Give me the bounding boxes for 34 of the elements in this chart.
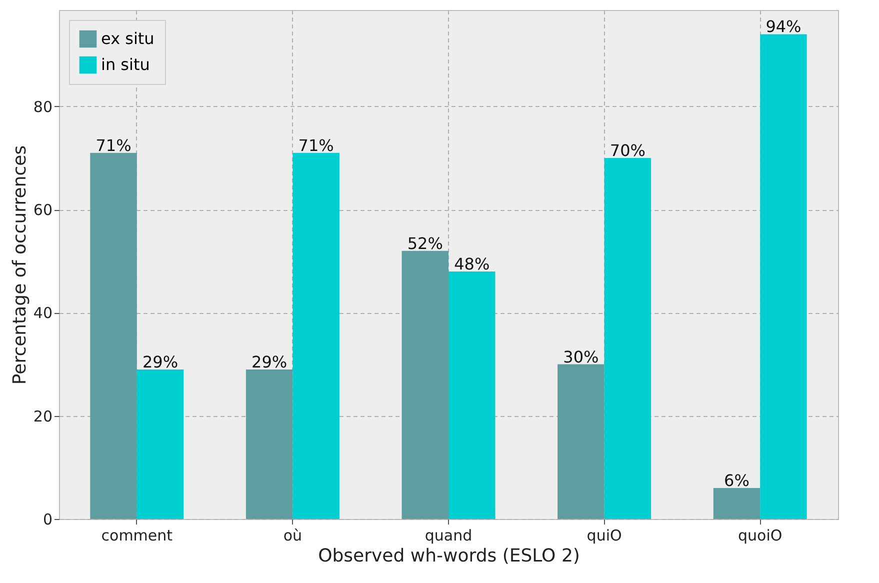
data-label: 30% [563, 347, 599, 366]
bar [604, 158, 652, 519]
bar [558, 364, 604, 519]
y-tick-label: 60 [33, 201, 52, 220]
bar [760, 34, 807, 519]
legend-label: ex situ [101, 29, 154, 48]
data-label: 29% [252, 352, 288, 372]
data-label: 70% [610, 141, 646, 160]
data-label: 29% [142, 352, 178, 372]
x-tick-label: quoiO [738, 526, 782, 544]
y-tick-label: 20 [33, 407, 52, 426]
x-tick-label: quand [424, 526, 472, 544]
bar [448, 271, 496, 519]
bar [713, 488, 760, 519]
data-label: 71% [298, 136, 334, 155]
y-tick-label: 40 [33, 304, 52, 322]
bar [246, 369, 293, 519]
x-tick-label: quiO [586, 526, 622, 544]
bar [136, 369, 184, 519]
y-axis-title: Percentage of occurrences [9, 145, 30, 385]
legend-label: in situ [101, 55, 150, 74]
data-label: 71% [96, 136, 132, 155]
data-label: 48% [454, 254, 490, 274]
x-axis-title: Observed wh-words (ESLO 2) [318, 546, 580, 566]
bar [402, 250, 448, 519]
bar [90, 152, 137, 519]
y-tick-label: 0 [42, 510, 52, 528]
data-label: 6% [724, 471, 750, 490]
x-tick-label: où [283, 526, 302, 544]
y-tick-label: 80 [33, 98, 52, 116]
data-label: 94% [766, 17, 802, 36]
data-label: 52% [407, 234, 443, 253]
bar [292, 152, 340, 519]
x-tick-label: comment [101, 526, 173, 544]
